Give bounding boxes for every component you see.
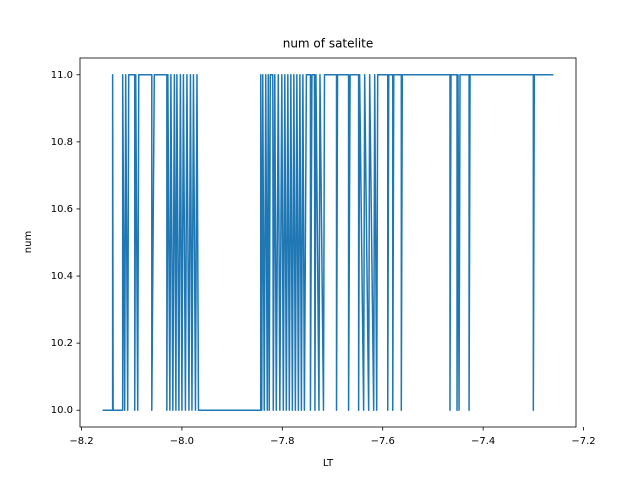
y-axis-label: num [23,231,34,253]
y-tick-label: 10.8 [51,137,73,148]
x-tick-label: −7.8 [270,436,294,447]
x-tick-label: −8.0 [170,436,194,447]
data-line [102,74,554,411]
x-axis-label: LT [323,458,334,469]
x-tick-label: −7.4 [471,436,495,447]
y-tick-label: 10.0 [51,405,73,416]
chart-title: num of satelite [283,37,374,51]
x-tick-label: −8.2 [69,436,93,447]
x-tick-label: −7.2 [571,436,595,447]
axes-frame [79,57,577,428]
y-tick-label: 11.0 [51,70,73,81]
y-tick-label: 10.4 [51,271,73,282]
y-tick-label: 10.2 [51,338,73,349]
x-tick-label: −7.6 [371,436,395,447]
y-tick-label: 10.6 [51,204,73,215]
